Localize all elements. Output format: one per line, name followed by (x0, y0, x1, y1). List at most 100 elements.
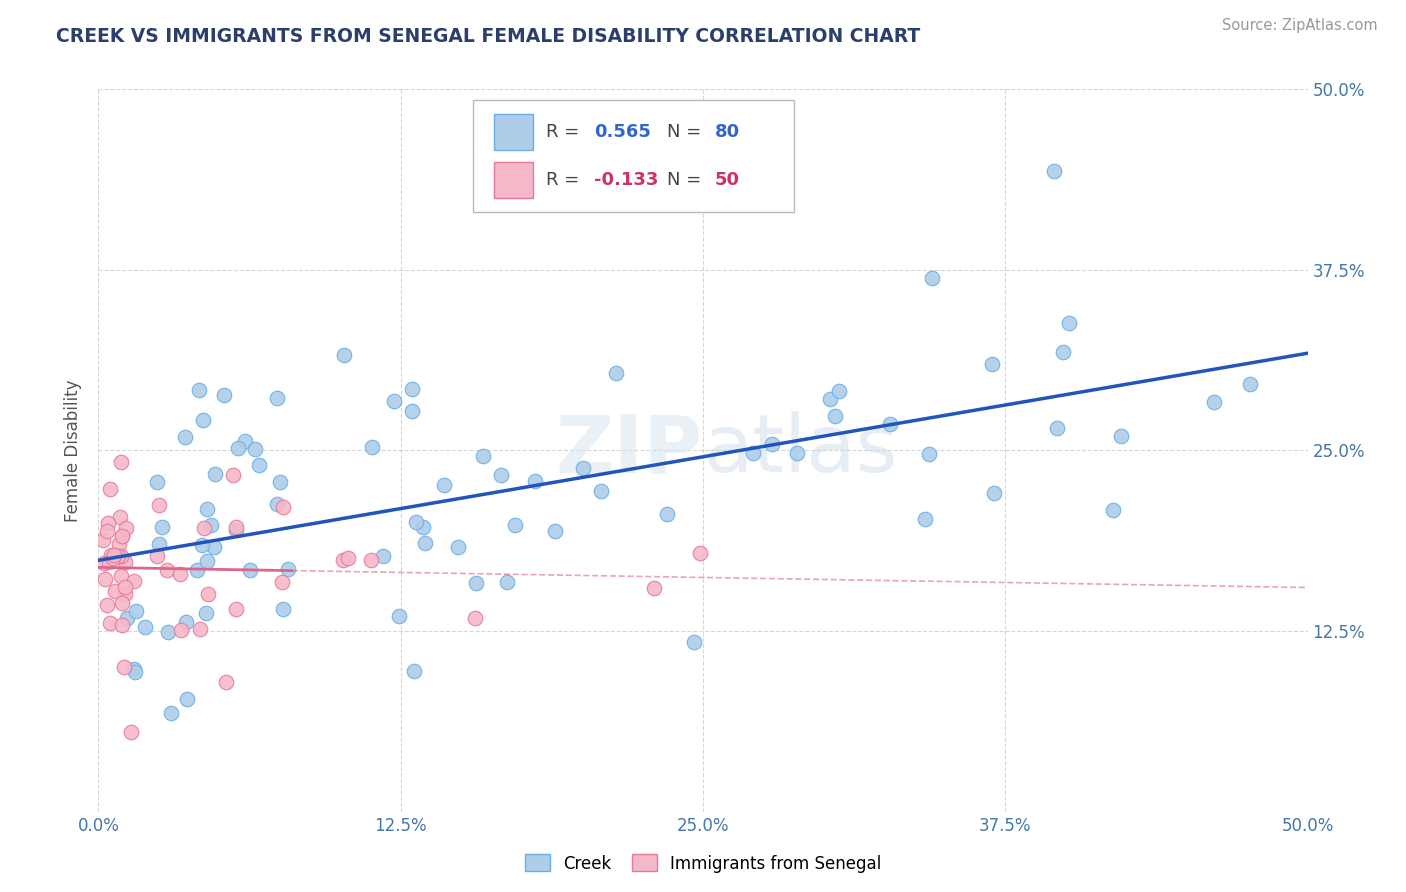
Point (225, 520, 247, 534)
Point (828, 384, 851, 398)
Point (188, 383, 211, 397)
Point (921, 271, 943, 285)
Text: CREEK VS IMMIGRANTS FROM SENEGAL FEMALE DISABILITY CORRELATION CHART: CREEK VS IMMIGRANTS FROM SENEGAL FEMALE … (56, 27, 921, 45)
Point (689, 546, 711, 560)
Point (104, 584, 127, 599)
Point (336, 551, 359, 566)
Point (114, 521, 136, 535)
Point (1043, 163, 1066, 178)
FancyBboxPatch shape (494, 114, 533, 150)
Text: 80: 80 (716, 123, 740, 141)
Point (176, 692, 198, 706)
Point (103, 548, 125, 562)
Point (110, 569, 132, 583)
Point (186, 563, 208, 577)
Point (824, 409, 846, 423)
Point (657, 507, 679, 521)
Point (193, 520, 215, 534)
Text: R =: R = (546, 123, 585, 141)
Point (145, 549, 167, 564)
Point (1101, 502, 1123, 516)
Point (496, 574, 519, 589)
Point (361, 440, 384, 454)
Point (115, 611, 138, 625)
Point (124, 604, 146, 618)
Point (214, 387, 236, 401)
Text: R =: R = (546, 171, 585, 189)
Text: N =: N = (666, 123, 707, 141)
Point (197, 554, 219, 568)
Text: N =: N = (666, 171, 707, 189)
Point (169, 566, 191, 581)
Point (200, 518, 222, 533)
Point (150, 520, 173, 534)
Point (405, 515, 427, 529)
Point (98, 615, 121, 630)
Point (643, 581, 665, 595)
FancyBboxPatch shape (474, 100, 793, 212)
Point (333, 348, 356, 362)
Point (1052, 345, 1074, 359)
Point (174, 615, 197, 629)
Point (524, 474, 547, 488)
Point (111, 596, 134, 610)
Text: ZIP: ZIP (555, 411, 703, 490)
Point (1109, 428, 1132, 442)
Text: 0.565: 0.565 (595, 123, 651, 141)
Point (93, 556, 115, 570)
Point (266, 497, 288, 511)
Point (108, 536, 131, 550)
Point (148, 498, 170, 512)
Point (110, 549, 132, 564)
Point (195, 502, 218, 516)
Point (1239, 377, 1261, 392)
Point (243, 442, 266, 457)
Point (464, 610, 486, 624)
Point (148, 537, 170, 551)
Legend: Creek, Immigrants from Senegal: Creek, Immigrants from Senegal (519, 847, 887, 880)
Point (332, 553, 354, 567)
Point (215, 674, 238, 689)
FancyBboxPatch shape (494, 162, 533, 198)
Point (98, 555, 121, 569)
Point (120, 725, 142, 739)
Point (233, 434, 256, 448)
Point (134, 620, 156, 634)
Point (157, 624, 180, 639)
Point (100, 548, 122, 562)
Point (471, 450, 494, 464)
Point (193, 413, 215, 427)
Point (271, 575, 294, 590)
Point (98, 482, 121, 496)
Point (401, 382, 423, 396)
Point (202, 541, 225, 555)
Point (818, 392, 841, 407)
Point (273, 602, 295, 616)
Point (124, 665, 146, 679)
Point (122, 574, 145, 588)
Point (247, 458, 270, 472)
Point (114, 587, 136, 601)
Point (371, 549, 394, 564)
Point (96, 524, 118, 538)
Point (97, 516, 120, 531)
Point (226, 441, 249, 455)
Point (170, 624, 193, 638)
Point (114, 555, 136, 569)
Point (114, 581, 136, 595)
Point (413, 536, 436, 550)
Point (173, 430, 195, 444)
Point (122, 662, 145, 676)
Point (191, 538, 214, 552)
Point (111, 529, 134, 543)
Point (96, 599, 118, 613)
Point (605, 366, 627, 380)
Point (571, 461, 593, 475)
Point (360, 553, 382, 567)
Point (108, 509, 131, 524)
Point (544, 524, 567, 538)
Point (101, 551, 124, 566)
Point (222, 468, 245, 483)
Point (112, 660, 135, 674)
Point (271, 500, 294, 515)
